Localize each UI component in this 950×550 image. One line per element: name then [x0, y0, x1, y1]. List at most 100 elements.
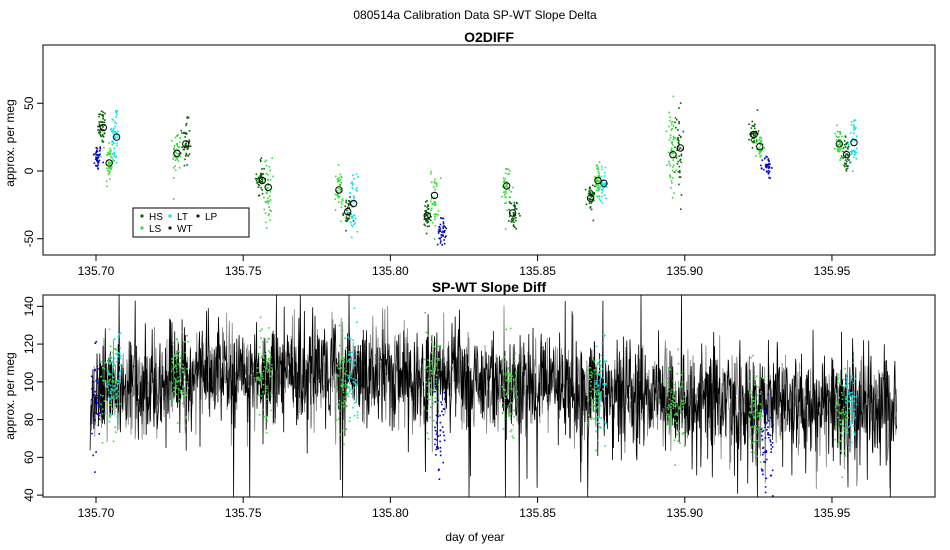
- slope-diff-point: [595, 386, 597, 389]
- o2diff-point: [853, 132, 855, 135]
- o2diff-point: [175, 157, 177, 159]
- o2diff-point: [503, 202, 506, 205]
- slope-diff-point: [110, 401, 112, 403]
- slope-diff-point: [851, 421, 853, 423]
- slope-diff-point: [750, 412, 752, 414]
- o2diff-point: [425, 232, 428, 235]
- o2diff-point: [264, 160, 266, 163]
- o2diff-point: [844, 146, 847, 148]
- o2diff-point: [841, 150, 843, 153]
- o2diff-point: [752, 132, 754, 135]
- o2diff-point: [845, 142, 848, 144]
- o2diff-point: [266, 192, 268, 194]
- o2diff-point: [441, 234, 443, 236]
- o2diff-point: [442, 217, 445, 220]
- slope-diff-point: [271, 367, 273, 369]
- slope-diff-point: [674, 387, 676, 389]
- o2diff-point: [338, 188, 340, 190]
- o2diff-point: [426, 225, 429, 228]
- o2diff-point: [753, 132, 756, 134]
- o2diff-point: [847, 147, 849, 149]
- o2diff-point: [769, 163, 771, 166]
- o2diff-point: [596, 168, 598, 170]
- slope-diff-point: [336, 390, 339, 393]
- o2diff-point: [840, 157, 843, 160]
- slope-diff-point: [174, 386, 177, 388]
- slope-diff-point: [257, 379, 259, 381]
- slope-diff-point: [595, 401, 598, 404]
- slope-diff-point: [97, 412, 100, 415]
- legend-swatch-lt: [168, 214, 172, 218]
- o2diff-point: [596, 179, 598, 182]
- slope-diff-point: [600, 354, 603, 357]
- o2diff-point: [353, 178, 355, 180]
- o2diff-point: [112, 159, 114, 161]
- slope-diff-point: [263, 360, 265, 363]
- slope-diff-point: [117, 355, 119, 358]
- slope-diff-point: [836, 409, 839, 412]
- o2diff-mean-marker: [756, 142, 764, 151]
- o2diff-point: [183, 148, 185, 151]
- slope-diff-point: [119, 357, 122, 360]
- o2diff-point: [504, 194, 506, 196]
- o2diff-point: [353, 197, 356, 199]
- slope-diff-point: [434, 385, 436, 387]
- o2diff-mean-marker: [105, 159, 113, 167]
- slope-diff-point: [113, 385, 115, 387]
- o2diff-point: [767, 173, 770, 175]
- slope-diff-point: [848, 407, 851, 410]
- slope-diff-point: [759, 409, 762, 411]
- o2diff-point: [112, 132, 114, 134]
- o2diff-point: [678, 139, 680, 142]
- o2diff-point: [431, 222, 434, 224]
- slope-diff-point: [431, 355, 434, 357]
- o2diff-point: [334, 193, 337, 196]
- slope-diff-point: [97, 402, 99, 404]
- o2diff-point: [337, 195, 340, 198]
- o2diff-point: [434, 218, 436, 221]
- o2diff-point: [351, 204, 354, 207]
- slope-diff-point: [508, 403, 511, 406]
- o2diff-point: [510, 191, 512, 193]
- slope-diff-point: [182, 371, 184, 373]
- slope-diff-point: [753, 403, 756, 406]
- slope-diff-point: [354, 364, 356, 367]
- slope-diff-point: [748, 417, 751, 419]
- o2diff-point: [97, 161, 99, 163]
- slope-diff-point: [605, 383, 607, 385]
- o2diff-point: [853, 140, 856, 142]
- o2diff-point: [672, 125, 675, 127]
- o2diff-point: [349, 196, 351, 198]
- slope-diff-point: [352, 381, 355, 383]
- o2diff-point: [589, 198, 592, 201]
- slope-diff-point: [180, 362, 182, 365]
- slope-diff-point: [846, 396, 849, 399]
- slope-diff-point: [174, 355, 176, 357]
- slope-diff-point: [666, 423, 668, 425]
- slope-diff-point: [118, 377, 121, 379]
- o2diff-point: [353, 200, 356, 203]
- slope-diff-point: [596, 421, 599, 423]
- o2diff-y-tick-label: 50: [22, 96, 36, 110]
- o2diff-point: [264, 179, 266, 182]
- o2diff-point: [257, 181, 260, 184]
- slope-diff-point: [842, 378, 845, 381]
- o2diff-point: [758, 153, 761, 155]
- o2diff-point: [438, 237, 441, 240]
- slope-diff-point: [442, 431, 445, 433]
- o2diff-point: [108, 161, 110, 164]
- slope-diff-point: [439, 434, 442, 437]
- slope-diff-point: [434, 362, 437, 365]
- o2diff-y-tick-label: -50: [22, 230, 36, 248]
- slope-diff-point: [261, 341, 264, 343]
- slope-diff-point: [172, 368, 174, 370]
- o2diff-point: [181, 146, 183, 148]
- o2diff-point: [113, 142, 115, 145]
- o2diff-point: [672, 164, 675, 167]
- slope-diff-point: [112, 352, 114, 354]
- slope-diff-point: [431, 351, 433, 354]
- o2diff-point: [115, 116, 117, 118]
- slope-diff-point: [441, 426, 444, 428]
- o2diff-point: [98, 115, 100, 118]
- o2diff-point: [850, 161, 852, 163]
